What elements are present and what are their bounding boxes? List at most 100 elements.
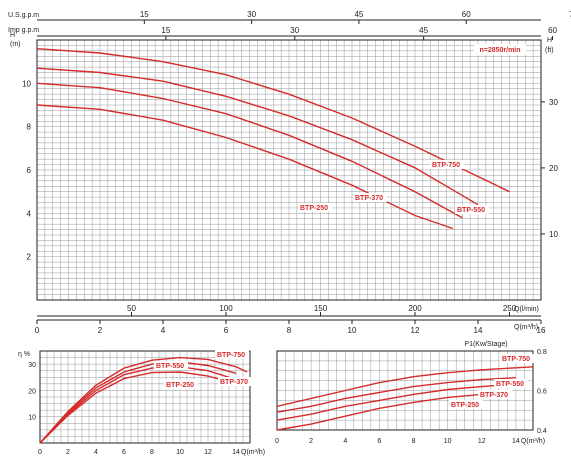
bottom2-tick-label: 12 — [411, 326, 420, 335]
note-bg — [474, 44, 526, 55]
series-label: BTP-750 — [217, 352, 245, 359]
x-tick-label: 8 — [412, 438, 416, 445]
plot-frame — [39, 350, 251, 444]
plot-frame — [276, 350, 534, 431]
y-tick-label: 30 — [28, 362, 36, 369]
bottom-axis-1-label: Q(l/min) — [514, 306, 539, 313]
power-chart: P1(Kw/Stage) 0.4 0.6 0.8 0 2 4 6 8 10 12 14 Q(m³/h) B… — [275, 341, 547, 445]
x-tick-label: 2 — [309, 438, 313, 445]
label-bg — [353, 193, 387, 202]
y-tick-label: 0.8 — [537, 349, 547, 356]
eff-curve-btp-370 — [39, 366, 230, 444]
head-chart: 246810H(m)102030H(ft)U.S.g.p.m1530456075… — [8, 10, 571, 335]
label-bg — [154, 361, 188, 370]
series-label: BTP-550 — [457, 207, 485, 214]
label-bg — [449, 400, 483, 409]
series-label: BTP-370 — [355, 195, 383, 202]
right-axis-symbol: H — [547, 37, 552, 44]
x-axis-label: Q(m³/h) — [521, 438, 545, 445]
series-label: BTP-550 — [156, 363, 184, 370]
label-bg — [478, 390, 512, 399]
series-label: BTP-750 — [502, 356, 530, 363]
right-tick-label: 10 — [549, 230, 558, 239]
plot-frame — [36, 39, 542, 301]
eff-curve-btp-550 — [39, 361, 237, 444]
right-axis-unit: (ft) — [545, 47, 554, 54]
top1-tick-label: 15 — [140, 10, 149, 19]
label-bg — [455, 205, 489, 214]
x-tick-label: 0 — [38, 449, 42, 456]
label-bg — [215, 350, 249, 359]
label-bg — [218, 377, 252, 386]
y-axis-unit: (m) — [10, 41, 21, 48]
bottom2-tick-label: 6 — [224, 326, 229, 335]
x-tick-label: 6 — [377, 438, 381, 445]
bottom1-tick-label: 250 — [503, 304, 517, 313]
series-label: BTP-250 — [166, 382, 194, 389]
eff-curve-btp-750 — [39, 356, 248, 444]
x-tick-label: 6 — [122, 449, 126, 456]
y-tick-label: 20 — [28, 388, 36, 395]
series-label: BTP-370 — [480, 392, 508, 399]
y-tick-label: 10 — [28, 415, 36, 422]
top2-tick-label: 30 — [290, 26, 299, 35]
bottom2-tick-label: 8 — [287, 326, 292, 335]
y-tick-label: 6 — [27, 166, 32, 175]
power-curve-btp-370 — [276, 383, 508, 421]
x-tick-label: 12 — [478, 438, 486, 445]
bottom2-tick-label: 10 — [348, 326, 357, 335]
y-tick-label: 10 — [22, 79, 31, 88]
x-tick-label: 4 — [343, 438, 347, 445]
x-tick-label: 10 — [444, 438, 452, 445]
top-axis-2-label: Imp g.p.m — [8, 27, 39, 34]
series-label: BTP-550 — [496, 381, 524, 388]
label-bg — [494, 379, 528, 388]
y-axis-label: η % — [18, 351, 30, 358]
bottom2-tick-label: 16 — [537, 326, 546, 335]
label-bg — [500, 354, 534, 363]
eff-curve-btp-250 — [39, 371, 223, 444]
top2-tick-label: 15 — [161, 26, 170, 35]
top1-tick-label: 30 — [247, 10, 256, 19]
y-axis-label: P1(Kw/Stage) — [464, 341, 507, 348]
power-curve-btp-550 — [276, 377, 516, 413]
x-tick-label: 2 — [66, 449, 70, 456]
x-tick-label: 8 — [150, 449, 154, 456]
x-tick-label: 10 — [176, 449, 184, 456]
power-curve-btp-750 — [276, 366, 534, 407]
y-tick-label: 8 — [27, 123, 32, 132]
top2-tick-label: 45 — [419, 26, 428, 35]
head-curve-btp-370 — [36, 82, 463, 219]
x-axis-label: Q(m³/h) — [241, 449, 265, 456]
bottom1-tick-label: 100 — [219, 304, 233, 313]
bottom2-tick-label: 4 — [161, 326, 166, 335]
power-curve-btp-250 — [276, 393, 482, 431]
series-label: BTP-250 — [451, 402, 479, 409]
speed-note: n=2850r/min — [479, 47, 520, 54]
right-tick-label: 30 — [549, 98, 558, 107]
bottom1-tick-label: 200 — [408, 304, 422, 313]
top1-tick-label: 60 — [462, 10, 471, 19]
bottom1-tick-label: 50 — [127, 304, 136, 313]
x-tick-label: 14 — [512, 438, 520, 445]
top1-tick-label: 45 — [354, 10, 363, 19]
x-tick-label: 0 — [275, 438, 279, 445]
head-curve-btp-550 — [36, 67, 479, 206]
label-bg — [298, 203, 332, 212]
label-bg — [430, 160, 464, 169]
y-tick-label: 0.4 — [537, 428, 547, 435]
label-bg — [164, 380, 198, 389]
x-tick-label: 14 — [232, 449, 240, 456]
series-label: BTP-370 — [220, 379, 248, 386]
x-tick-label: 4 — [94, 449, 98, 456]
series-label: BTP-250 — [300, 205, 328, 212]
top1-tick-label: 75 — [569, 10, 571, 19]
y-tick-label: 0.6 — [537, 389, 547, 396]
y-tick-label: 4 — [27, 209, 32, 218]
y-tick-label: 2 — [27, 253, 32, 262]
bottom-axis-2-label: Q(m³/h) — [514, 324, 538, 331]
x-tick-label: 12 — [204, 449, 212, 456]
y-axis-symbol: H — [10, 32, 15, 39]
efficiency-chart: η % 10 20 30 0 2 4 6 8 10 12 14 Q(m³/h) BTP-750 BTP-55… — [18, 350, 265, 456]
